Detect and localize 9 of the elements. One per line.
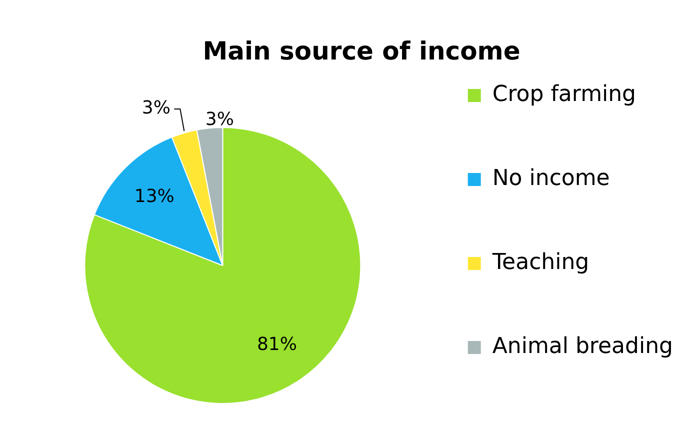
legend-label: Teaching xyxy=(491,250,590,276)
chart-title: Main source of income xyxy=(202,36,520,66)
legend-label: Crop farming xyxy=(492,82,636,108)
data-label: 81% xyxy=(256,334,297,356)
data-label: 13% xyxy=(134,186,174,207)
data-label: 3% xyxy=(205,108,234,130)
data-label: 3% xyxy=(142,98,170,119)
legend-label: Animal breading xyxy=(492,334,674,360)
legend-label: No income xyxy=(492,166,610,192)
